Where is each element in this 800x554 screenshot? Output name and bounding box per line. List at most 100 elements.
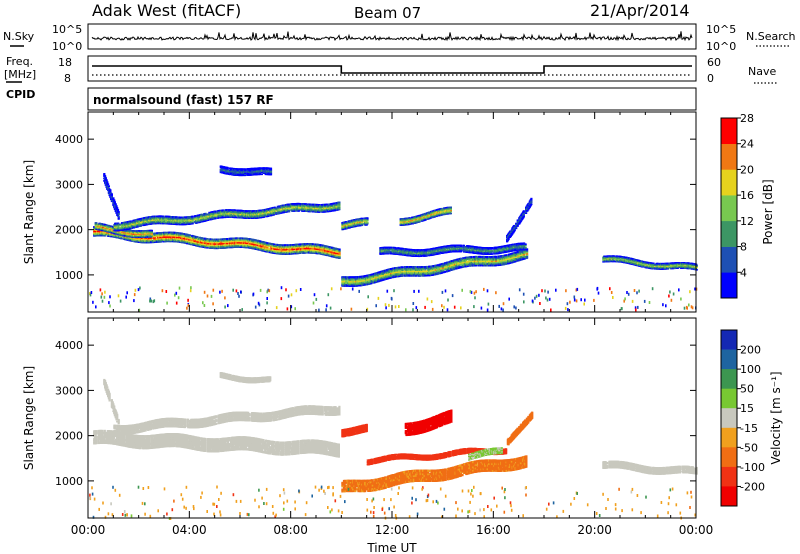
data-cell (236, 244, 239, 247)
data-cell (259, 240, 262, 243)
data-cell (166, 240, 169, 243)
data-cell (189, 237, 192, 240)
data-cell (104, 224, 107, 226)
data-cell (165, 233, 168, 236)
data-cell (128, 237, 131, 240)
data-cell (287, 251, 290, 254)
data-cell (336, 253, 339, 256)
data-cell (338, 248, 341, 251)
data-cell (186, 235, 189, 238)
data-cell (97, 225, 100, 228)
data-cell (141, 230, 144, 232)
data-cell (153, 238, 157, 241)
data-cell (119, 231, 122, 233)
data-cell (95, 228, 98, 230)
data-cell (169, 238, 172, 241)
data-cell (135, 237, 138, 240)
data-cell (245, 240, 248, 243)
data-cell (178, 235, 181, 238)
data-cell (326, 251, 329, 254)
data-cell (202, 241, 205, 244)
data-cell (206, 238, 209, 241)
data-cell (193, 244, 196, 246)
data-cell (226, 239, 229, 242)
data-cell (338, 251, 341, 254)
data-cell (338, 254, 341, 257)
data-cell (280, 244, 283, 247)
data-cell (118, 224, 121, 227)
data-cell (306, 243, 309, 246)
data-cell (226, 240, 229, 243)
data-cell (191, 236, 195, 239)
data-cell (96, 226, 100, 229)
data-cell (134, 230, 137, 232)
data-cell (165, 237, 168, 240)
data-cell (114, 223, 118, 226)
data-cell (176, 232, 179, 235)
data-cell (116, 209, 120, 211)
data-cell (226, 238, 229, 240)
data-cell (130, 236, 133, 239)
data-cell (181, 237, 184, 239)
data-cell (254, 239, 258, 242)
data-cell (326, 249, 329, 252)
data-cell (226, 243, 229, 246)
data-cell (280, 252, 283, 255)
data-cell (125, 238, 128, 241)
cpid-panel-frame (87, 87, 697, 111)
data-cell (254, 246, 258, 249)
data-cell (188, 234, 191, 237)
data-cell (175, 240, 178, 243)
data-cell (245, 237, 248, 240)
data-cell (151, 241, 154, 244)
data-cell (131, 234, 134, 236)
data-cell (249, 238, 252, 241)
data-cell (248, 239, 252, 242)
frequency-panel: Freq. [MHz] CPID 18 8 60 0 Nave (4, 55, 778, 101)
data-cell (163, 231, 166, 234)
data-cell (151, 239, 154, 242)
frequency-unit-label: [MHz] (4, 68, 36, 81)
data-cell (94, 230, 97, 233)
data-cell (299, 246, 302, 249)
data-cell (336, 256, 339, 259)
data-cell (254, 243, 257, 246)
data-cell (330, 250, 333, 253)
data-cell (236, 245, 239, 248)
data-cell (167, 233, 170, 236)
data-cell (169, 235, 172, 238)
data-cell (148, 241, 151, 244)
data-cell (331, 254, 334, 257)
data-cell (131, 225, 134, 228)
data-cell (290, 246, 293, 249)
data-cell (245, 239, 248, 242)
data-cell (126, 231, 129, 234)
data-cell (219, 239, 222, 242)
data-cell (181, 239, 184, 242)
data-cell (217, 238, 220, 241)
data-cell (123, 232, 126, 234)
data-cell (207, 242, 210, 245)
data-cell (273, 246, 277, 249)
data-cell (232, 243, 235, 246)
data-cell (119, 233, 122, 235)
data-cell (201, 241, 204, 244)
data-cell (135, 221, 138, 224)
data-cell (317, 252, 320, 255)
noise-right-tick-top: 10^5 (706, 23, 736, 36)
data-cell (115, 233, 118, 235)
data-cell (134, 232, 137, 234)
data-cell (121, 233, 125, 236)
data-cell (178, 236, 181, 239)
data-cell (117, 222, 120, 225)
data-cell (299, 243, 302, 246)
data-cell (307, 250, 310, 253)
station-title: Adak West (fitACF) (92, 1, 241, 20)
data-cell (128, 239, 131, 242)
data-cell (194, 238, 197, 241)
data-cell (112, 197, 115, 200)
data-cell (130, 232, 133, 234)
data-cell (123, 233, 126, 236)
data-cell (132, 235, 135, 237)
data-cell (153, 241, 157, 243)
